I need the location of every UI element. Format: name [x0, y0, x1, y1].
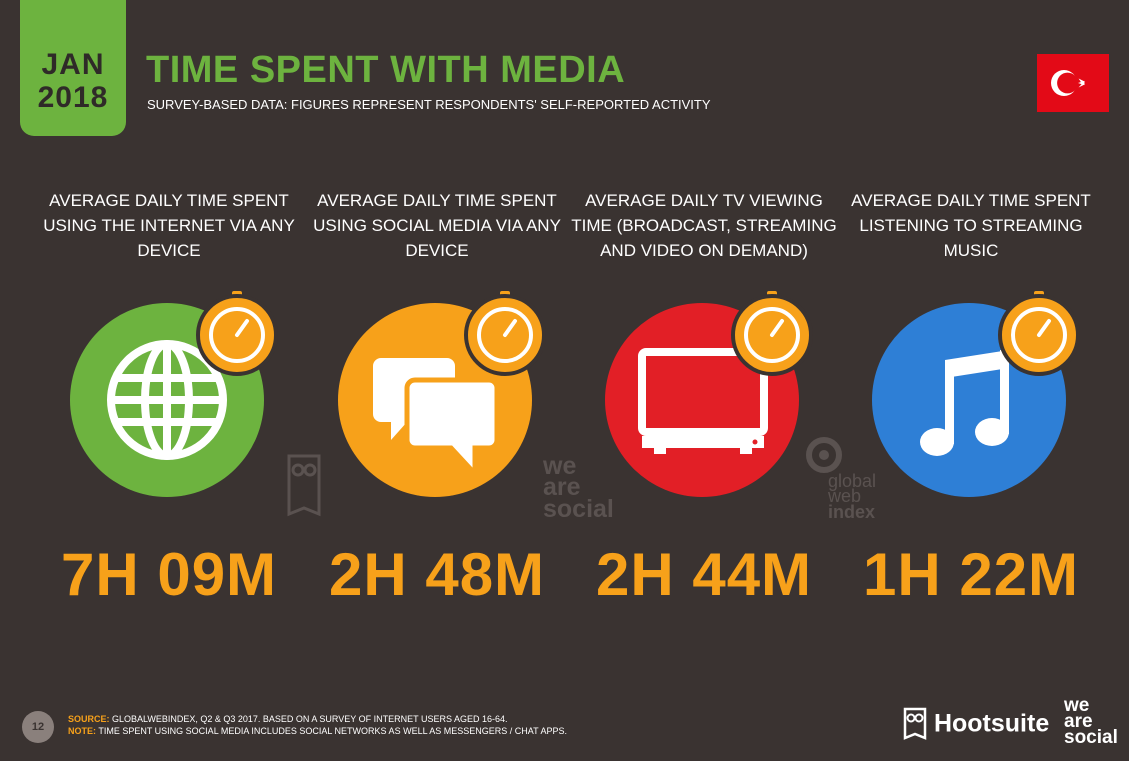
logo-social: social — [1064, 727, 1118, 748]
footer-notes: SOURCE: GLOBALWEBINDEX, Q2 & Q3 2017. BA… — [68, 713, 567, 737]
stat-internet: AVERAGE DAILY TIME SPENT USING THE INTER… — [35, 0, 303, 640]
stat-label: AVERAGE DAILY TIME SPENT USING SOCIAL ME… — [313, 191, 561, 260]
stopwatch-icon — [464, 291, 546, 376]
logo-are: are — [1064, 711, 1093, 732]
note-key: NOTE: — [68, 726, 96, 736]
we-are-social-watermark: we are social — [543, 452, 614, 523]
stat-icon-group — [70, 291, 278, 497]
stat-value: 1H 22M — [862, 541, 1080, 608]
stat-label: AVERAGE DAILY TIME SPENT USING THE INTER… — [43, 191, 295, 260]
logo-we: we — [1064, 695, 1090, 716]
page-title: TIME SPENT WITH MEDIA — [146, 49, 626, 91]
we-are-social-logo: we are social — [1064, 695, 1118, 748]
source-key: SOURCE: — [68, 714, 110, 724]
watermark-web: web — [828, 486, 862, 507]
stat-value: 2H 48M — [328, 541, 546, 608]
watermark-global: global — [828, 471, 877, 491]
global-web-index-watermark: global web index — [828, 471, 877, 522]
hootsuite-logo: Hootsuite — [903, 707, 1049, 743]
date-month: JAN — [41, 48, 105, 81]
stopwatch-icon — [998, 291, 1080, 376]
watermark-social: social — [543, 494, 614, 523]
hootsuite-label: Hootsuite — [933, 709, 1050, 738]
stat-social-media: AVERAGE DAILY TIME SPENT USING SOCIAL ME… — [303, 0, 571, 640]
owl-watermark-icon — [286, 452, 322, 523]
watermark-we: we — [543, 452, 577, 480]
stat-label: AVERAGE DAILY TIME SPENT LISTENING TO ST… — [851, 191, 1091, 260]
stat-value: 2H 44M — [595, 541, 813, 608]
globe-icon — [107, 340, 227, 460]
page-number: 12 — [22, 711, 54, 743]
bottom-strip — [0, 761, 1129, 769]
speech-bubbles-icon — [373, 358, 500, 481]
stat-music: AVERAGE DAILY TIME SPENT LISTENING TO ST… — [837, 0, 1105, 640]
turkey-flag-icon — [1037, 54, 1109, 112]
stopwatch-icon — [731, 291, 813, 376]
note-text: TIME SPENT USING SOCIAL MEDIA INCLUDES S… — [96, 726, 567, 736]
watermark-index: index — [828, 501, 876, 522]
note-line: NOTE: TIME SPENT USING SOCIAL MEDIA INCL… — [68, 725, 567, 737]
date-year: 2018 — [37, 81, 109, 114]
tv-icon — [638, 348, 768, 454]
stopwatch-icon — [196, 291, 278, 376]
stat-value: 7H 09M — [60, 541, 278, 608]
date-badge: JAN 2018 — [20, 0, 126, 136]
source-line: SOURCE: GLOBALWEBINDEX, Q2 & Q3 2017. BA… — [68, 713, 567, 725]
watermark-are: are — [543, 473, 581, 502]
music-note-icon — [920, 350, 1009, 456]
stat-tv: AVERAGE DAILY TV VIEWING TIME (BROADCAST… — [570, 0, 838, 640]
stat-label: AVERAGE DAILY TV VIEWING TIME (BROADCAST… — [571, 191, 837, 260]
hootsuite-owl-icon — [903, 707, 927, 740]
stat-icon-group — [338, 291, 546, 497]
page-subtitle: SURVEY-BASED DATA: FIGURES REPRESENT RES… — [147, 97, 711, 112]
source-text: GLOBALWEBINDEX, Q2 & Q3 2017. BASED ON A… — [109, 714, 508, 724]
globalwebindex-logo-icon — [806, 436, 842, 479]
stat-icon-group — [872, 291, 1080, 497]
stat-icon-group — [605, 291, 813, 497]
